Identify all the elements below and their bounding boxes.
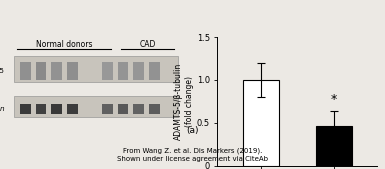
Bar — [118, 104, 129, 114]
Bar — [35, 104, 46, 114]
Bar — [20, 62, 31, 80]
Bar — [51, 104, 62, 114]
Text: (a): (a) — [186, 126, 199, 135]
Bar — [133, 104, 144, 114]
Text: Normal donors: Normal donors — [36, 40, 93, 49]
Bar — [243, 80, 279, 166]
Bar — [149, 62, 160, 80]
Bar — [133, 62, 144, 80]
Bar — [67, 104, 78, 114]
Text: From Wang Z. et al. Dis Markers (2019).
Shown under license agreement via CiteAb: From Wang Z. et al. Dis Markers (2019). … — [117, 147, 268, 162]
Text: *: * — [331, 93, 337, 106]
Bar — [102, 104, 113, 114]
Bar — [20, 104, 31, 114]
Y-axis label: ADAMTS-5/β-tubulin
(fold change): ADAMTS-5/β-tubulin (fold change) — [174, 63, 194, 140]
Bar — [13, 96, 178, 117]
Bar — [102, 62, 113, 80]
Text: ADAMTS-5: ADAMTS-5 — [0, 68, 5, 74]
Bar — [35, 62, 46, 80]
Bar — [67, 62, 78, 80]
Bar — [149, 104, 160, 114]
Bar — [51, 62, 62, 80]
Text: β-tubulin: β-tubulin — [0, 106, 5, 112]
Bar — [118, 62, 129, 80]
Bar — [13, 56, 178, 82]
Text: CAD: CAD — [139, 40, 156, 49]
Bar — [316, 126, 352, 166]
